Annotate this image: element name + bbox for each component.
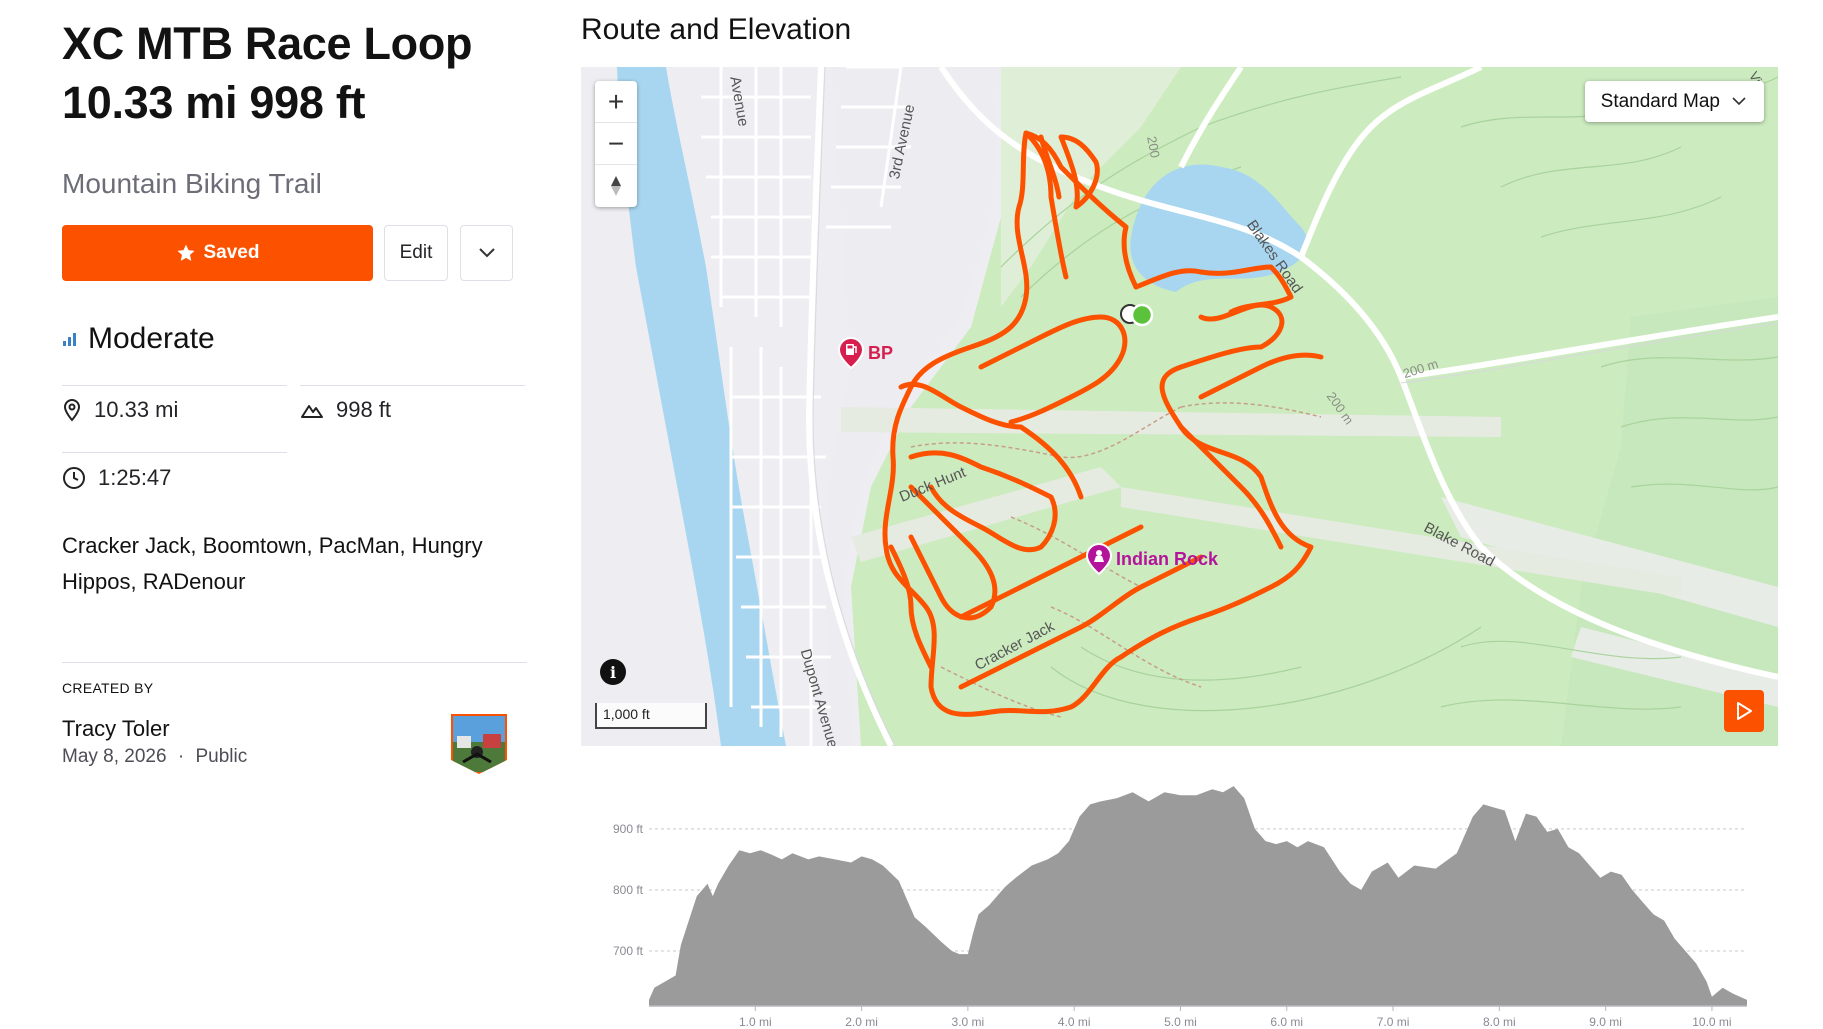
road-edges: [812, 67, 1778, 746]
map-type-dropdown[interactable]: Standard Map: [1584, 81, 1764, 122]
route-title-summary: 10.33 mi 998 ft: [62, 77, 366, 128]
park-area: [1561, 297, 1778, 746]
clock-icon: [63, 467, 85, 489]
chevron-down-icon: [478, 248, 495, 258]
star-icon: [177, 244, 194, 261]
created-date: May 8, 2026: [62, 746, 167, 767]
time-stat: 1:25:47: [62, 465, 171, 491]
difficulty-bars-icon: [63, 333, 76, 346]
route-title-name: XC MTB Race Loop: [62, 18, 473, 69]
lake: [1130, 164, 1308, 292]
chevron-down-icon: [1732, 97, 1746, 106]
elevation-area: [649, 786, 1747, 1006]
meta-separator: ·: [177, 746, 185, 767]
start-marker[interactable]: [1120, 303, 1154, 327]
zoom-out-button[interactable]: −: [595, 123, 637, 165]
visibility: Public: [195, 746, 248, 767]
clearing: [841, 407, 1501, 437]
x-tick-label: 5.0 mi: [1164, 1015, 1197, 1029]
location-pin-icon: [63, 398, 81, 422]
creator-name[interactable]: Tracy Toler: [62, 716, 170, 741]
landmark-icon: [1086, 543, 1112, 575]
y-tick-label: 700 ft: [613, 944, 644, 958]
route-details-panel: XC MTB Race Loop 10.33 mi 998 ft Mountai…: [0, 0, 560, 1029]
more-options-button[interactable]: [460, 225, 513, 281]
route-map[interactable]: Avenue 3rd Avenue Dupont Avenue Blakes R…: [581, 67, 1778, 746]
edit-button[interactable]: Edit: [384, 225, 448, 281]
x-tick-label: 6.0 mi: [1270, 1015, 1303, 1029]
map-scale: 1,000 ft: [595, 703, 707, 729]
distance-value: 10.33 mi: [94, 397, 179, 422]
route-line: [882, 130, 1324, 717]
creator-avatar[interactable]: [449, 712, 509, 776]
poi-gas-station[interactable]: BP: [838, 337, 893, 369]
clearing: [1441, 497, 1778, 627]
chart-x-axis: [649, 1005, 1747, 1011]
town-area: [811, 67, 1001, 746]
poi-label: BP: [868, 342, 894, 363]
saved-button[interactable]: Saved: [62, 225, 373, 281]
elevation-stat: 998 ft: [300, 397, 391, 423]
y-tick-label: 900 ft: [613, 822, 644, 836]
mountain-icon: [301, 405, 323, 418]
x-tick-label: 10.0 mi: [1692, 1015, 1731, 1029]
chart-tick-labels: 1.0 mi 2.0 mi 3.0 mi 4.0 mi 5.0 mi 6.0 mi 7.0 …: [739, 1015, 1732, 1029]
poi-label: Indian Rock: [1116, 548, 1219, 569]
poi-indian-rock[interactable]: Indian Rock: [1086, 543, 1218, 575]
difficulty-rating: Moderate: [62, 322, 215, 356]
compass-button[interactable]: [595, 165, 637, 207]
x-tick-label: 8.0 mi: [1483, 1015, 1516, 1029]
street-grid: [701, 67, 911, 746]
play-icon: [1737, 702, 1752, 720]
created-by-label: CREATED BY: [62, 680, 154, 696]
stats-divider: [62, 452, 287, 453]
compass-icon: [611, 176, 621, 196]
flyover-play-button[interactable]: [1724, 690, 1764, 732]
created-meta: May 8, 2026 · Public: [62, 746, 247, 768]
distance-stat: 10.33 mi: [62, 397, 178, 423]
clearing: [1571, 627, 1778, 707]
map-info-button[interactable]: i: [600, 659, 626, 685]
zoom-in-button[interactable]: +: [595, 81, 637, 123]
river: [617, 67, 786, 746]
creator-divider: [62, 662, 527, 663]
route-title: XC MTB Race Loop 10.33 mi 998 ft: [62, 14, 473, 132]
clearing: [851, 467, 1121, 562]
difficulty-label: Moderate: [88, 322, 215, 355]
chart-area-group: [649, 786, 1747, 1006]
x-tick-label: 7.0 mi: [1377, 1015, 1410, 1029]
segments-list: Cracker Jack, Boomtown, PacMan, Hungry H…: [62, 533, 483, 594]
gas-station-icon: [838, 337, 864, 369]
y-tick-label: 800 ft: [613, 883, 644, 897]
stats-divider: [300, 385, 525, 386]
x-tick-label: 1.0 mi: [739, 1015, 772, 1029]
map-canvas[interactable]: [581, 67, 1778, 746]
route-type: Mountain Biking Trail: [62, 168, 322, 199]
section-title: Route and Elevation: [581, 13, 852, 46]
x-tick-label: 3.0 mi: [952, 1015, 985, 1029]
x-tick-label: 2.0 mi: [845, 1015, 878, 1029]
zoom-controls: + −: [595, 81, 637, 207]
trail-network: [910, 402, 1322, 718]
elevation-chart[interactable]: 700 ft 800 ft 900 ft 1.0 mi 2.0 mi 3.0 mi 4.0…: [581, 760, 1778, 1029]
park-area: [1001, 67, 1181, 307]
stats-divider: [62, 385, 287, 386]
x-tick-label: 9.0 mi: [1589, 1015, 1622, 1029]
elevation-value: 998 ft: [336, 397, 392, 422]
saved-button-label: Saved: [203, 242, 260, 263]
x-tick-label: 4.0 mi: [1058, 1015, 1091, 1029]
map-type-label: Standard Map: [1600, 90, 1720, 112]
time-value: 1:25:47: [98, 465, 172, 490]
